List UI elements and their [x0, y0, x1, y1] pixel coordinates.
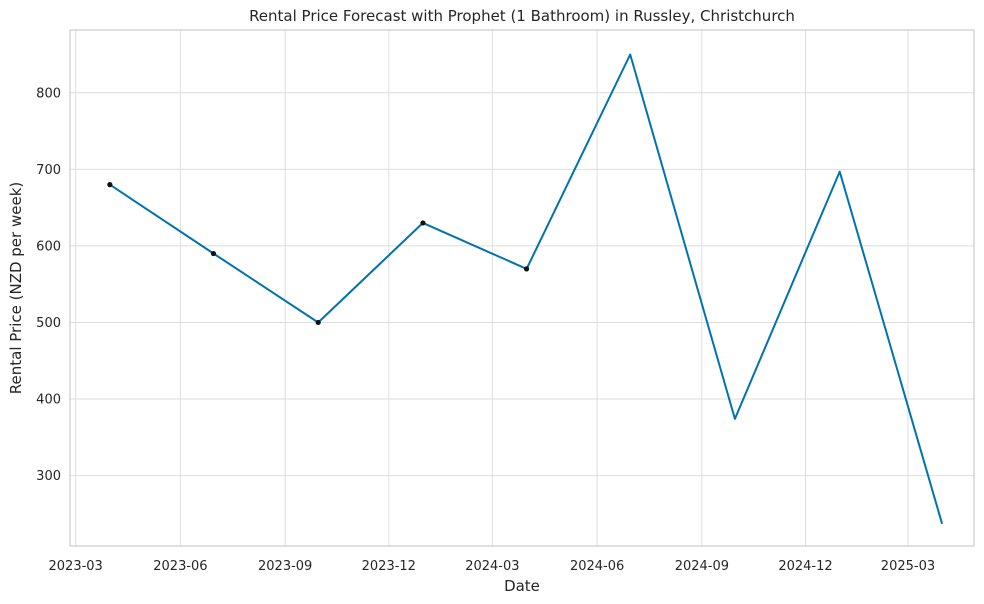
y-tick-label: 600	[36, 239, 61, 254]
observed-point	[315, 319, 321, 326]
x-tick-label: 2023-12	[362, 559, 416, 574]
observed-point	[523, 266, 530, 272]
y-tick-label: 500	[36, 316, 61, 331]
x-tick-labels: 2023-03 2023-06 2023-09 2023-12 2024-03 2024-…	[49, 559, 936, 574]
x-tick-label: 2025-03	[881, 559, 935, 574]
observed-point	[420, 220, 426, 226]
observed-point	[107, 182, 113, 188]
point-layer	[107, 182, 530, 326]
observed-point	[210, 250, 217, 257]
y-tick-label: 800	[36, 86, 61, 101]
line-layer	[109, 53, 944, 525]
y-tick-label: 700	[36, 163, 61, 178]
forecast-line	[109, 53, 944, 525]
x-tick-label: 2023-09	[258, 559, 312, 574]
x-tick-label: 2024-12	[778, 559, 832, 574]
grid-layer	[70, 30, 974, 546]
x-tick-label: 2023-03	[49, 559, 103, 574]
chart-title: Rental Price Forecast with Prophet (1 Ba…	[249, 7, 795, 25]
x-tick-label: 2023-06	[153, 559, 207, 574]
x-tick-label: 2024-03	[465, 559, 519, 574]
plot-frame	[69, 29, 975, 547]
y-tick-labels: 300 400 500 600 700 800	[36, 86, 61, 484]
x-tick-label: 2024-06	[570, 559, 624, 574]
x-axis-label: Date	[504, 577, 540, 595]
y-axis-label: Rental Price (NZD per week)	[7, 182, 25, 394]
x-tick-label: 2024-09	[675, 559, 729, 574]
y-tick-label: 300	[36, 469, 61, 484]
y-tick-label: 400	[36, 393, 61, 408]
